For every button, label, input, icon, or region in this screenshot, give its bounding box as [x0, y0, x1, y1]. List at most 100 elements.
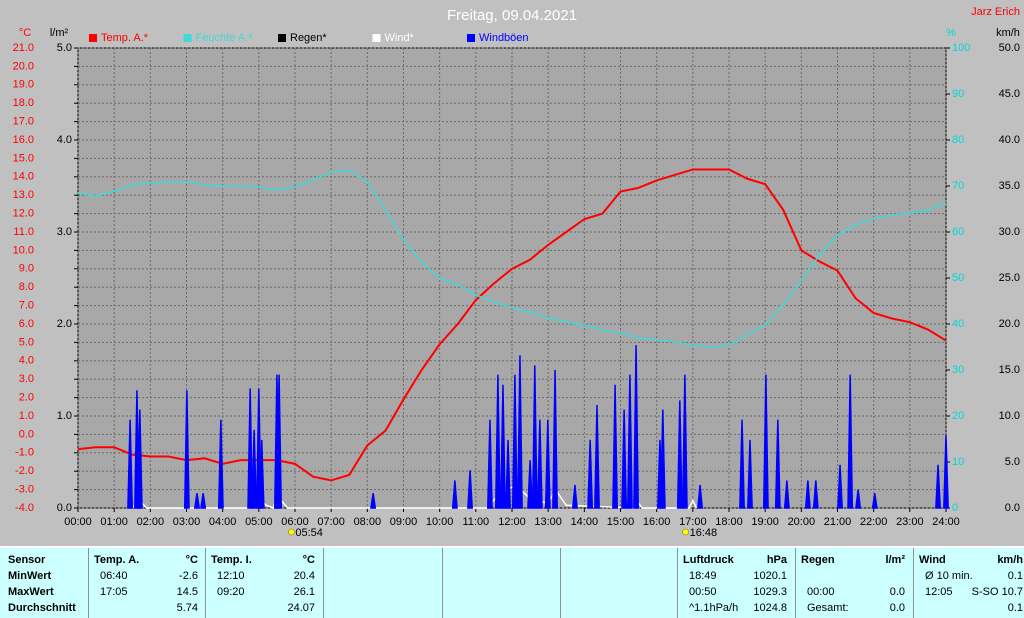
column-separator	[677, 548, 678, 618]
y-tick-label: 14.0	[13, 171, 34, 183]
gust-spike	[762, 374, 769, 509]
y-tick-label: 20.0	[999, 318, 1020, 330]
gust-spike	[552, 369, 558, 509]
table-cell: Durchschnitt	[8, 602, 76, 614]
y-axis-title: km/h	[996, 27, 1020, 39]
chart: Freitag, 09.04.2021 Jarz Erich 00:00 01:0…	[12, 5, 1020, 539]
summary-table: Sensor MinWert MaxWert Durchschnitt Temp. A.…	[0, 546, 1024, 618]
gust-spike	[127, 419, 134, 509]
y-tick-label: 10.0	[13, 244, 34, 256]
y-tick-label: 50	[952, 272, 964, 284]
table-cell: 1029.3	[753, 586, 787, 598]
gust-spike	[193, 493, 201, 509]
table-cell: Wind	[919, 554, 946, 566]
x-tick-label: 09:00	[390, 516, 418, 528]
legend-swatch	[278, 34, 286, 42]
table-cell: 26.1	[293, 586, 315, 598]
gust-spike	[517, 355, 523, 509]
y-axis-title: °C	[19, 27, 31, 39]
chart-title: Freitag, 09.04.2021	[447, 7, 577, 24]
gust-spike	[370, 493, 377, 509]
x-tick-label: 14:00	[571, 516, 599, 528]
table-cell: Temp. I.	[211, 554, 252, 566]
gust-spike	[451, 480, 458, 509]
y-tick-label: -4.0	[15, 502, 34, 514]
table-cell: 12:10	[217, 570, 245, 582]
table-cell: Luftdruck	[683, 554, 734, 566]
gust-spike	[587, 439, 594, 509]
gust-spike	[633, 345, 639, 509]
y-tick-label: 30.0	[999, 226, 1020, 238]
y-tick-label: 21.0	[13, 42, 34, 54]
y-tick-label: 15.0	[999, 364, 1020, 376]
y-tick-label: 16.0	[13, 134, 34, 146]
x-tick-label: 06:00	[281, 516, 309, 528]
y-tick-label: 4.0	[57, 134, 72, 146]
legend-label: Feuchte A.*	[196, 32, 254, 44]
x-tick-label: 11:00	[462, 516, 489, 528]
gust-spike	[837, 464, 843, 509]
y-tick-label: 60	[952, 226, 964, 238]
table-cell: 1020.1	[753, 570, 787, 582]
table-cell: 06:40	[100, 570, 128, 582]
x-tick-label: 21:00	[824, 516, 852, 528]
gust-spike	[697, 484, 704, 509]
gust-spike	[621, 409, 628, 509]
gust-spike	[276, 374, 283, 509]
legend-swatch	[372, 34, 381, 42]
gust-spike	[247, 388, 254, 509]
table-cell: Regen	[801, 554, 835, 566]
table-cell: 09:20	[217, 586, 245, 598]
gust-spike	[783, 480, 790, 509]
gust-spike	[258, 439, 265, 509]
table-cell: 17:05	[100, 586, 128, 598]
table-cell: °C	[185, 554, 198, 566]
gust-spike	[739, 419, 745, 509]
sun-time: 16:48	[690, 527, 718, 539]
gust-spike	[676, 400, 683, 509]
table-cell: 00:00	[807, 586, 835, 598]
table-cell: 0.1	[1007, 602, 1023, 614]
table-cell: 14.5	[176, 586, 198, 598]
gust-spike	[511, 374, 518, 509]
y-tick-label: 15.0	[13, 152, 34, 164]
column-separator	[913, 548, 914, 618]
y-tick-label: 7.0	[19, 300, 34, 312]
y-tick-label: 20.0	[13, 60, 34, 72]
y-axis-title: %	[946, 27, 956, 39]
y-tick-label: 45.0	[999, 88, 1020, 100]
y-tick-label: 0.0	[1005, 502, 1020, 514]
y-tick-label: 40.0	[999, 134, 1020, 146]
y-tick-label: 3.0	[57, 226, 72, 238]
x-tick-label: 19:00	[751, 516, 779, 528]
x-tick-label: 04:00	[209, 516, 237, 528]
gust-spike	[500, 384, 506, 509]
gust-spike	[544, 419, 551, 509]
gust-spike	[847, 374, 854, 509]
table-cell: 0.0	[889, 586, 905, 598]
gust-spike	[774, 419, 781, 509]
x-tick-label: 03:00	[173, 516, 201, 528]
y-tick-label: 5.0	[1005, 456, 1020, 468]
y-tick-label: 5.0	[19, 336, 34, 348]
y-tick-label: -1.0	[15, 447, 34, 459]
table-cell: °C	[302, 554, 315, 566]
y-tick-label: -3.0	[15, 484, 34, 496]
table-cell: Sensor	[8, 554, 46, 566]
table-cell: -2.6	[179, 570, 198, 582]
x-tick-label: 23:00	[896, 516, 924, 528]
column-separator	[442, 548, 443, 618]
legend-swatch	[89, 34, 97, 42]
gust-spike	[747, 439, 753, 509]
x-tick-label: 13:00	[534, 516, 562, 528]
x-tick-label: 15:00	[607, 516, 635, 528]
y-tick-label: 2.0	[19, 392, 34, 404]
table-cell: MinWert	[8, 570, 52, 582]
sun-icon	[288, 528, 295, 536]
y-tick-label: 10.0	[999, 410, 1020, 422]
sun-time: 05:54	[295, 527, 323, 539]
gust-spike	[183, 390, 190, 509]
legend-label: Windböen	[479, 32, 529, 44]
table-cell: l/m²	[885, 554, 905, 566]
gust-spike	[217, 419, 224, 509]
